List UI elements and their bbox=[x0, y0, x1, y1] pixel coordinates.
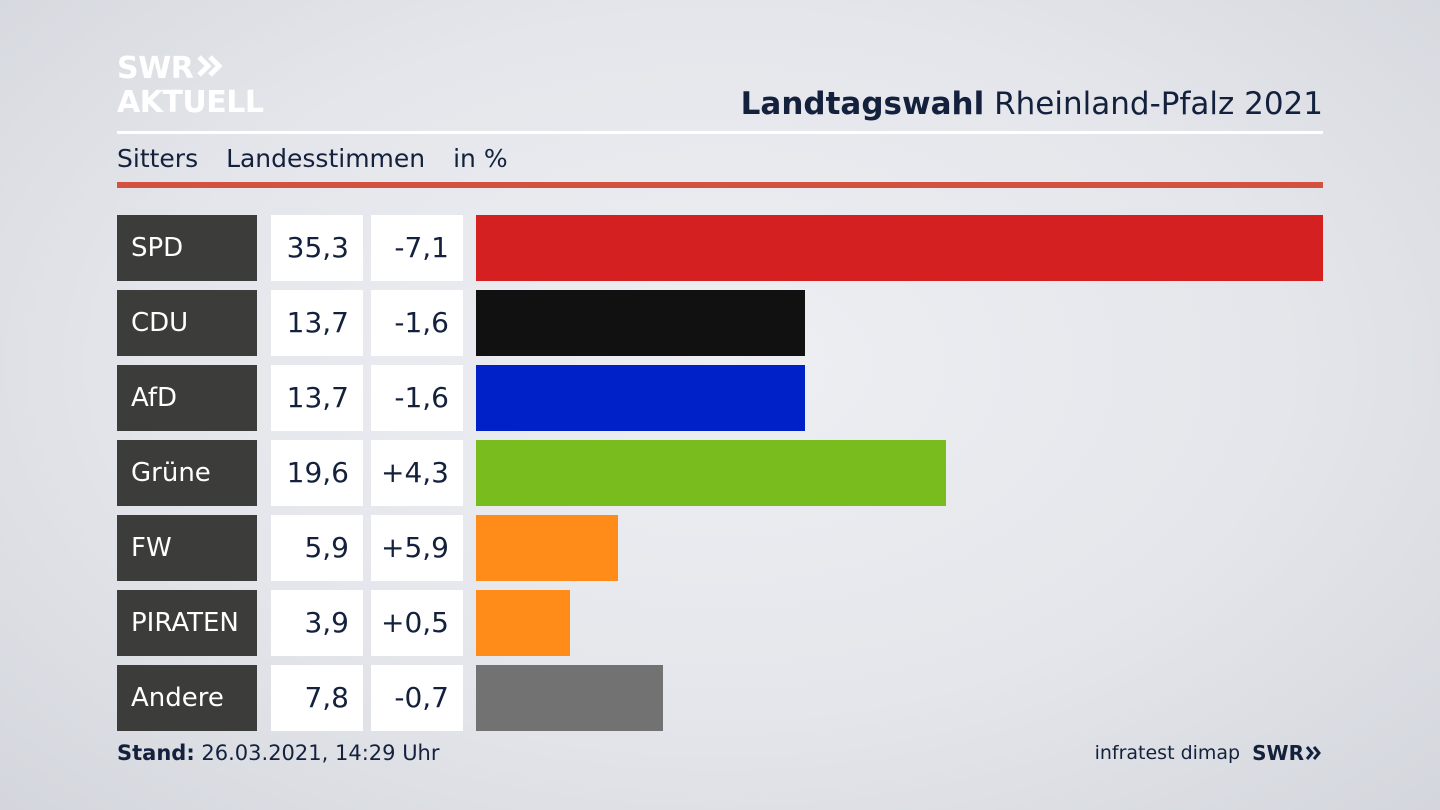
vote-change-value: -7,1 bbox=[371, 215, 463, 281]
title-region-year: Rheinland-Pfalz 2021 bbox=[994, 86, 1323, 122]
stand-label: Stand: bbox=[117, 741, 195, 765]
vote-change-value: +5,9 bbox=[371, 515, 463, 581]
party-label: PIRATEN bbox=[117, 590, 257, 656]
swr-aktuell-logo: SWR AKTUELL bbox=[117, 54, 264, 118]
result-row: AfD 13,7 -1,6 bbox=[117, 365, 1323, 431]
vote-change-value: +4,3 bbox=[371, 440, 463, 506]
vote-change-value: -0,7 bbox=[371, 665, 463, 731]
vote-share-value: 13,7 bbox=[271, 290, 363, 356]
vote-change-value: -1,6 bbox=[371, 290, 463, 356]
chart-subtitle: Sitters Landesstimmen in % bbox=[117, 144, 528, 173]
vote-share-value: 3,9 bbox=[271, 590, 363, 656]
vote-share-bar bbox=[476, 365, 805, 431]
party-label: SPD bbox=[117, 215, 257, 281]
subtitle-measure: Landesstimmen bbox=[226, 144, 426, 173]
accent-divider bbox=[117, 182, 1323, 188]
vote-change-value: -1,6 bbox=[371, 365, 463, 431]
vote-share-bar bbox=[476, 515, 618, 581]
vote-share-bar bbox=[476, 440, 947, 506]
vote-share-value: 19,6 bbox=[271, 440, 363, 506]
result-row: Grüne 19,6 +4,3 bbox=[117, 440, 1323, 506]
subtitle-unit: in % bbox=[453, 144, 508, 173]
result-row: CDU 13,7 -1,6 bbox=[117, 290, 1323, 356]
party-label: CDU bbox=[117, 290, 257, 356]
vote-share-bar bbox=[476, 665, 664, 731]
vote-share-value: 5,9 bbox=[271, 515, 363, 581]
party-label: AfD bbox=[117, 365, 257, 431]
logo-swr-text: SWR bbox=[117, 51, 194, 86]
party-label: Grüne bbox=[117, 440, 257, 506]
party-label: FW bbox=[117, 515, 257, 581]
source-name: infratest dimap bbox=[1094, 742, 1241, 764]
footer-swr-logo: SWR bbox=[1252, 741, 1323, 765]
logo-aktuell-text: AKTUELL bbox=[117, 85, 264, 120]
title-election: Landtagswahl bbox=[740, 86, 985, 122]
footer-swr-text: SWR bbox=[1252, 741, 1304, 765]
vote-share-bar bbox=[476, 290, 805, 356]
source-credit: infratest dimap SWR bbox=[1095, 741, 1323, 765]
vote-share-bar bbox=[476, 590, 570, 656]
results-chart: SPD 35,3 -7,1 CDU 13,7 -1,6 AfD 13,7 -1,6 Grüne 19… bbox=[117, 215, 1323, 740]
vote-share-value: 7,8 bbox=[271, 665, 363, 731]
timestamp: Stand: 26.03.2021, 14:29 Uhr bbox=[117, 741, 440, 765]
header-divider bbox=[117, 131, 1323, 134]
result-row: SPD 35,3 -7,1 bbox=[117, 215, 1323, 281]
stand-value: 26.03.2021, 14:29 Uhr bbox=[201, 741, 440, 765]
footer-double-chevron-icon bbox=[1305, 746, 1321, 760]
result-row: FW 5,9 +5,9 bbox=[117, 515, 1323, 581]
vote-change-value: +0,5 bbox=[371, 590, 463, 656]
vote-share-bar bbox=[476, 215, 1323, 281]
party-label: Andere bbox=[117, 665, 257, 731]
page-title: Landtagswahl Rheinland-Pfalz 2021 bbox=[741, 86, 1323, 122]
subtitle-location: Sitters bbox=[117, 144, 199, 173]
vote-share-value: 35,3 bbox=[271, 215, 363, 281]
vote-share-value: 13,7 bbox=[271, 365, 363, 431]
result-row: Andere 7,8 -0,7 bbox=[117, 665, 1323, 731]
double-chevron-right-icon bbox=[196, 54, 224, 84]
result-row: PIRATEN 3,9 +0,5 bbox=[117, 590, 1323, 656]
